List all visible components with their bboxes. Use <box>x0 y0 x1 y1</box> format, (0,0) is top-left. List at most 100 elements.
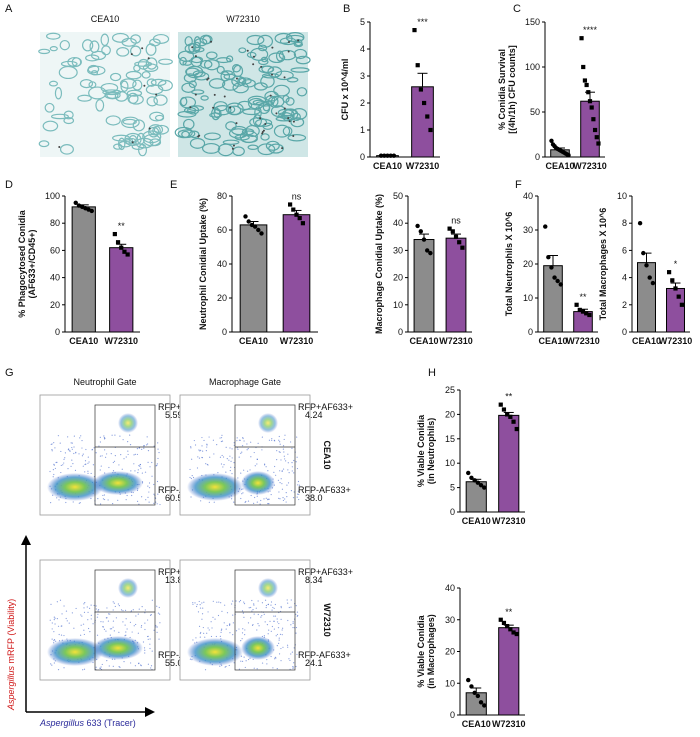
event <box>241 451 243 453</box>
image-label: CEA10 <box>91 14 120 24</box>
event <box>67 468 69 470</box>
cell <box>259 117 262 120</box>
event <box>114 455 116 457</box>
cell <box>235 122 238 125</box>
event <box>196 467 199 469</box>
tissue <box>138 143 148 157</box>
x-tick-label: W72310 <box>566 336 600 346</box>
y-tick-label: 150 <box>525 17 540 27</box>
event <box>112 502 114 505</box>
data-point <box>388 153 393 158</box>
tissue <box>261 73 280 79</box>
tissue <box>113 143 123 150</box>
tissue <box>222 78 239 91</box>
panel-label: E <box>170 179 177 191</box>
bar <box>109 247 134 333</box>
event <box>279 451 281 453</box>
tissue <box>285 34 305 42</box>
event <box>69 450 71 452</box>
event <box>90 618 92 620</box>
event <box>73 446 75 448</box>
tissue <box>142 130 162 144</box>
cell <box>297 39 300 42</box>
cell <box>264 122 267 125</box>
event <box>194 602 196 604</box>
event <box>198 449 200 451</box>
event <box>158 613 161 615</box>
event <box>52 476 54 478</box>
data-point <box>511 419 516 424</box>
event <box>140 664 142 666</box>
data-point <box>514 426 519 432</box>
event <box>83 611 86 614</box>
panel-label: D <box>5 179 13 191</box>
event <box>241 638 243 640</box>
y-tick-label: 5 <box>360 17 365 27</box>
event <box>292 497 295 499</box>
tissue <box>296 87 308 97</box>
event <box>107 499 109 501</box>
event <box>289 659 291 662</box>
event <box>150 665 153 667</box>
event <box>265 606 267 609</box>
cell <box>143 84 146 87</box>
density <box>118 578 138 598</box>
event <box>266 624 269 626</box>
event <box>251 610 253 612</box>
event <box>205 450 207 452</box>
cell <box>194 55 197 58</box>
y-axis-label: % Phagocytosed Conidia <box>17 209 27 318</box>
data-point <box>582 78 588 83</box>
event <box>56 461 58 463</box>
gate-value: 24.1 <box>305 658 323 668</box>
event <box>237 477 239 479</box>
event <box>127 450 129 452</box>
event <box>271 625 273 628</box>
event <box>102 626 104 628</box>
event <box>225 471 227 473</box>
tissue <box>261 65 274 74</box>
data-point <box>457 240 462 245</box>
event <box>202 607 204 609</box>
tissue <box>246 34 265 46</box>
event <box>222 466 224 468</box>
x-tick-label: CEA10 <box>632 336 661 346</box>
event <box>69 449 71 451</box>
data-point <box>579 36 584 41</box>
data-point <box>391 153 397 158</box>
bar <box>71 206 96 333</box>
event <box>81 439 83 442</box>
event <box>103 628 106 630</box>
y-tick-label: 4 <box>622 273 627 283</box>
data-point <box>498 402 503 407</box>
tissue <box>260 56 269 63</box>
tissue <box>260 133 270 141</box>
event <box>197 456 199 458</box>
tissue <box>227 105 236 114</box>
event <box>134 665 137 667</box>
tissue <box>135 137 154 149</box>
cell <box>229 106 232 109</box>
event <box>109 613 111 615</box>
event <box>298 498 300 501</box>
x-tick-label: CEA10 <box>69 336 98 346</box>
data-point <box>508 627 513 632</box>
y-tick-label: 20 <box>217 293 227 303</box>
event <box>256 629 258 631</box>
y-tick-label: 8 <box>622 218 627 228</box>
event <box>72 501 74 503</box>
event <box>240 497 242 500</box>
data-point <box>252 224 258 229</box>
y-tick-label: 0 <box>398 327 403 337</box>
event <box>201 618 203 620</box>
event <box>246 470 249 472</box>
event <box>66 620 68 622</box>
gate-label: RFP+AF633+ <box>298 567 353 577</box>
event <box>267 633 269 635</box>
event <box>253 603 255 605</box>
event <box>290 606 292 608</box>
event <box>298 484 301 486</box>
event <box>149 614 152 616</box>
event <box>60 634 63 636</box>
event <box>150 614 152 616</box>
